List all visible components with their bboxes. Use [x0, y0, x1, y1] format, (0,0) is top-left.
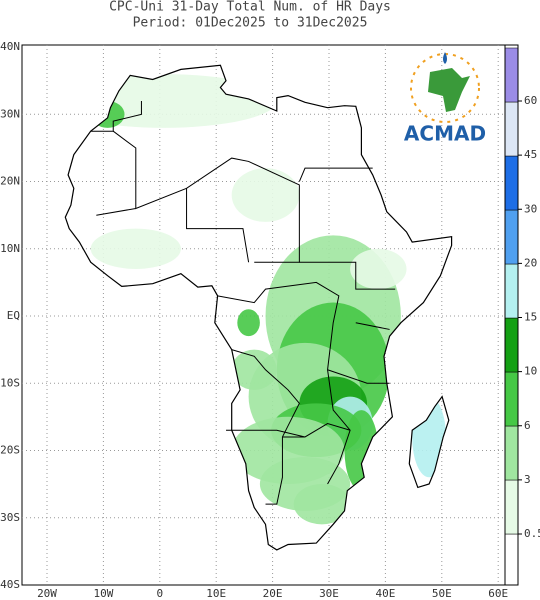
lon-label: 0 [156, 587, 163, 600]
rain-area [231, 168, 300, 222]
lon-label: 30E [319, 587, 339, 600]
lat-label: 10N [0, 242, 20, 255]
colorbar-swatch [504, 263, 519, 319]
border [327, 369, 390, 384]
lon-label: 20E [263, 587, 283, 600]
border [217, 281, 351, 485]
colorbar-label: 45 [524, 148, 537, 161]
border [282, 422, 351, 438]
lat-label: 30N [0, 107, 20, 120]
colorbar-label: 60 [524, 94, 537, 107]
colorbar-swatch [504, 425, 519, 481]
border [355, 322, 390, 330]
border [226, 429, 306, 438]
colorbar-frame [504, 44, 519, 586]
colorbar: 0.5 3 6 10 15 20 30 45 60 [504, 44, 540, 586]
colorbar-label: 15 [524, 311, 537, 324]
border [90, 100, 142, 132]
logo-drop [443, 52, 447, 64]
colorbar-label: 3 [524, 473, 531, 486]
period: Period: 01Dec2025 to 31Dec2025 [133, 16, 368, 31]
lon-label: 50E [432, 587, 452, 600]
colorbar-label: 10 [524, 365, 537, 378]
land [64, 64, 453, 551]
lat-label: 20S [0, 444, 20, 457]
rain-area [237, 309, 260, 337]
logo-text: ACMAD [404, 122, 486, 146]
colorbar-swatch [504, 479, 519, 535]
border [186, 188, 250, 263]
lat-label: 10S [0, 376, 20, 389]
lat-label: 20N [0, 175, 20, 188]
lat-label: 40S [0, 578, 20, 591]
title: CPC-Uni 31-Day Total Num. of HR Days [109, 0, 391, 15]
logo-africa [428, 68, 470, 112]
lat-label: 30S [0, 511, 20, 524]
colorbar-swatch [504, 317, 519, 373]
colorbar-swatch [504, 101, 519, 157]
lat-label: 40N [0, 40, 20, 53]
rain-area [350, 248, 407, 290]
coastline [64, 64, 453, 551]
border [299, 261, 396, 290]
border [231, 349, 300, 505]
border [112, 130, 300, 263]
rain-area [293, 484, 351, 525]
colorbar-swatch [504, 371, 519, 427]
lon-label: 60E [488, 587, 508, 600]
colorbar-label: 6 [524, 419, 531, 432]
coastline [408, 395, 450, 489]
rain-area [90, 228, 181, 269]
lon-label: 10E [206, 587, 226, 600]
border [298, 167, 373, 182]
colorbar-label: 0.5 [524, 527, 540, 540]
lat-label: EQ [7, 309, 20, 322]
lon-label: 20W [37, 587, 57, 600]
colorbar-swatch [504, 47, 519, 103]
logo-stars [410, 53, 480, 123]
lon-label: 40E [375, 587, 395, 600]
colorbar-swatch [504, 533, 519, 586]
colorbar-swatch [504, 155, 519, 211]
border [96, 207, 136, 216]
map-frame [21, 44, 506, 586]
colorbar-label: 30 [524, 202, 537, 215]
colorbar-swatch [504, 209, 519, 265]
lon-label: 10W [93, 587, 113, 600]
logo: ACMAD [404, 52, 486, 146]
axis-labels: 40N 30N 20N 10N EQ 10S 20S 30S 40S 20W 10W 0 10E 20E 3… [0, 40, 508, 600]
colorbar-label: 20 [524, 256, 537, 269]
rain-area [231, 349, 277, 390]
